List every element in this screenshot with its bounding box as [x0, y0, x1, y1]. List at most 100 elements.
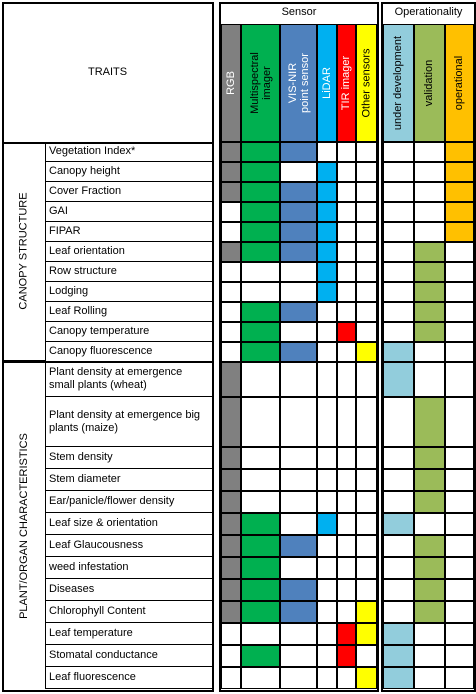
- operationality-cell-filled: [383, 342, 414, 362]
- group-name: CANOPY STRUCTURE: [17, 192, 30, 310]
- sensor-cell-filled: [317, 162, 337, 182]
- sensor-cell-empty: [280, 322, 317, 342]
- operationality-column-header: validation: [414, 24, 445, 142]
- operationality-cell-empty: [445, 557, 474, 579]
- sensor-cell-empty: [280, 645, 317, 667]
- group-divider: [2, 361, 214, 363]
- operationality-cell-empty: [383, 447, 414, 469]
- sensor-cell-empty: [241, 667, 280, 689]
- sensor-cell-empty: [317, 469, 337, 491]
- sensor-cell-filled: [221, 513, 241, 535]
- operationality-cell-empty: [445, 362, 474, 397]
- operationality-cell-filled: [414, 469, 445, 491]
- operationality-cell-filled: [414, 535, 445, 557]
- sensor-cell-empty: [356, 142, 377, 162]
- sensor-cell-filled: [317, 262, 337, 282]
- group-label: PLANT/ORGAN CHARACTERISTICS: [2, 362, 46, 689]
- trait-name: Ear/panicle/flower density: [49, 495, 175, 507]
- sensor-cell-empty: [280, 623, 317, 645]
- trait-label: Row structure: [46, 262, 214, 282]
- operationality-cell-empty: [383, 601, 414, 623]
- sensor-cell-filled: [280, 302, 317, 322]
- sensor-cell-empty: [317, 362, 337, 397]
- operationality-cell-empty: [445, 282, 474, 302]
- sensor-column-header: LiDAR: [317, 24, 337, 142]
- operationality-cell-empty: [414, 222, 445, 242]
- trait-label: Canopy fluorescence: [46, 342, 214, 362]
- operationality-cell-empty: [383, 242, 414, 262]
- sensor-cell-empty: [337, 601, 356, 623]
- sensor-cell-filled: [280, 601, 317, 623]
- sensor-cell-filled: [221, 242, 241, 262]
- trait-name: weed infestation: [49, 561, 129, 573]
- sensor-cell-filled: [280, 242, 317, 262]
- trait-name: Leaf temperature: [49, 627, 133, 639]
- sensor-cell-empty: [337, 222, 356, 242]
- operationality-column-label: validation: [423, 59, 436, 107]
- trait-name: Leaf fluorescence: [49, 671, 136, 683]
- trait-label: Cover Fraction: [46, 182, 214, 202]
- sensor-cell-filled: [241, 513, 280, 535]
- operationality-cell-filled: [414, 282, 445, 302]
- sensor-column-label: TIR imager: [340, 55, 353, 111]
- operationality-cell-empty: [445, 242, 474, 262]
- sensor-cell-filled: [221, 182, 241, 202]
- sensor-cell-filled: [221, 601, 241, 623]
- sensor-cell-filled: [317, 202, 337, 222]
- sensor-cell-empty: [337, 447, 356, 469]
- trait-name: FIPAR: [49, 225, 81, 237]
- operationality-cell-empty: [383, 162, 414, 182]
- sensor-column-label: LiDAR: [321, 67, 334, 99]
- operationality-cell-filled: [383, 513, 414, 535]
- sensor-cell-empty: [317, 535, 337, 557]
- sensor-cell-empty: [317, 342, 337, 362]
- sensor-cell-empty: [337, 342, 356, 362]
- sensor-cell-empty: [356, 242, 377, 262]
- sensor-cell-empty: [356, 282, 377, 302]
- trait-label: Vegetation Index*: [46, 142, 214, 162]
- trait-label: Plant density at emergence small plants …: [46, 362, 214, 397]
- sensor-column-label: Other sensors: [360, 48, 373, 118]
- sensor-column-label: VIS-NIR point sensor: [286, 53, 311, 113]
- operationality-cell-empty: [414, 623, 445, 645]
- sensor-cell-filled: [280, 579, 317, 601]
- operationality-cell-empty: [445, 447, 474, 469]
- trait-name: GAI: [49, 205, 68, 217]
- sensor-cell-filled: [221, 397, 241, 447]
- operationality-cell-empty: [414, 667, 445, 689]
- operationality-cell-empty: [445, 535, 474, 557]
- sensor-cell-empty: [317, 645, 337, 667]
- sensor-cell-filled: [280, 535, 317, 557]
- operationality-cell-filled: [414, 601, 445, 623]
- operationality-cell-empty: [383, 282, 414, 302]
- sensor-cell-filled: [280, 202, 317, 222]
- sensor-cell-empty: [337, 535, 356, 557]
- sensor-cell-empty: [356, 202, 377, 222]
- sensor-cell-empty: [356, 447, 377, 469]
- sensor-cell-empty: [337, 397, 356, 447]
- operationality-cell-empty: [383, 322, 414, 342]
- trait-label: Stomatal conductance: [46, 645, 214, 667]
- sensor-cell-empty: [356, 182, 377, 202]
- operationality-cell-filled: [383, 645, 414, 667]
- sensor-cell-empty: [356, 397, 377, 447]
- sensor-cell-empty: [356, 557, 377, 579]
- operationality-cell-filled: [414, 397, 445, 447]
- sensor-cell-empty: [221, 282, 241, 302]
- sensor-cell-empty: [337, 182, 356, 202]
- operationality-cell-filled: [383, 623, 414, 645]
- operationality-cell-empty: [383, 535, 414, 557]
- sensor-cell-filled: [280, 182, 317, 202]
- operationality-cell-filled: [383, 667, 414, 689]
- operationality-cell-filled: [414, 579, 445, 601]
- trait-name: Diseases: [49, 583, 95, 595]
- sensor-cell-empty: [241, 362, 280, 397]
- trait-name: Leaf Glaucousness: [49, 539, 144, 551]
- sensor-cell-empty: [317, 579, 337, 601]
- sensor-cell-empty: [317, 322, 337, 342]
- sensor-column-header: VIS-NIR point sensor: [280, 24, 317, 142]
- sensor-cell-empty: [337, 667, 356, 689]
- sensor-cell-empty: [221, 623, 241, 645]
- sensor-cell-filled: [241, 302, 280, 322]
- trait-label: Leaf size & orientation: [46, 513, 214, 535]
